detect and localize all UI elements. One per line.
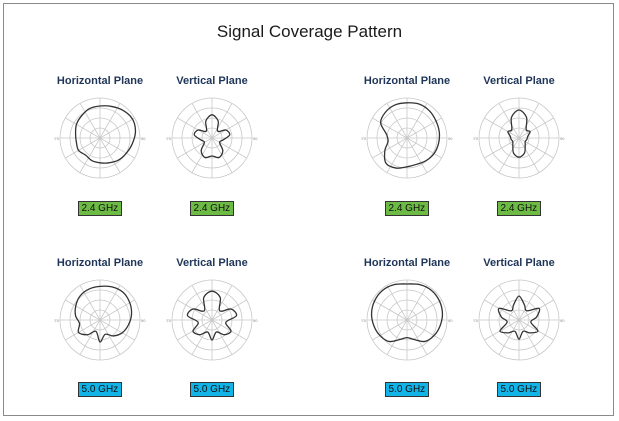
plane-label: Horizontal Plane <box>363 75 451 87</box>
polar-plot: 270 90 <box>473 279 565 361</box>
plane-label: Vertical Plane <box>176 257 248 269</box>
polar-grid <box>171 279 253 361</box>
tick-label-right: 90 <box>141 318 146 323</box>
radiation-pattern-curve <box>380 102 441 169</box>
polar-plot: 270 90 <box>54 279 146 361</box>
tick-label-right: 90 <box>560 136 565 141</box>
tick-label-right: 90 <box>141 136 146 141</box>
tick-label-right: 90 <box>448 136 453 141</box>
plane-label: Vertical Plane <box>483 75 555 87</box>
plane-label: Vertical Plane <box>483 257 555 269</box>
polar-grid <box>478 97 560 179</box>
page-title: Signal Coverage Pattern <box>216 22 403 41</box>
tick-label-left: 270 <box>473 136 479 141</box>
radiation-pattern-curve <box>370 283 444 343</box>
band-badge: 5.0 GHz <box>496 382 542 397</box>
radiation-pattern-curve <box>74 285 133 343</box>
band-badge: 5.0 GHz <box>77 382 123 397</box>
polar-plot: 270 90 <box>473 97 565 179</box>
radiation-pattern-curve <box>193 114 231 159</box>
plane-label: Horizontal Plane <box>56 75 144 87</box>
polar-plot: 270 90 <box>361 279 453 361</box>
tick-label-right: 90 <box>253 318 258 323</box>
polar-grid <box>59 279 141 361</box>
tick-label-left: 270 <box>166 136 172 141</box>
band-badge: 2.4 GHz <box>384 201 430 216</box>
plane-label: Vertical Plane <box>176 75 248 87</box>
tick-label-left: 270 <box>361 136 367 141</box>
polar-plot: 270 90 <box>361 97 453 179</box>
polar-plot: 270 90 <box>166 97 258 179</box>
polar-grid <box>59 97 141 179</box>
tick-label-left: 270 <box>54 136 60 141</box>
plane-label: Horizontal Plane <box>363 257 451 269</box>
radiation-pattern-curve <box>507 109 531 158</box>
radiation-pattern-curve <box>74 105 137 164</box>
polar-grid <box>366 97 448 179</box>
polar-plot: 270 90 <box>166 279 258 361</box>
band-badge: 5.0 GHz <box>384 382 430 397</box>
polar-plot: 270 90 <box>54 97 146 179</box>
polar-grid <box>171 97 253 179</box>
tick-label-right: 90 <box>560 318 565 323</box>
plane-label: Horizontal Plane <box>56 257 144 269</box>
polar-grid <box>478 279 560 361</box>
tick-label-right: 90 <box>448 318 453 323</box>
tick-label-right: 90 <box>253 136 258 141</box>
radiation-pattern-curve <box>186 290 238 341</box>
band-badge: 2.4 GHz <box>77 201 123 216</box>
band-badge: 5.0 GHz <box>189 382 235 397</box>
tick-label-left: 270 <box>54 318 60 323</box>
band-badge: 2.4 GHz <box>189 201 235 216</box>
tick-label-left: 270 <box>361 318 367 323</box>
tick-label-left: 270 <box>166 318 172 323</box>
band-badge: 2.4 GHz <box>496 201 542 216</box>
radiation-pattern-curve <box>497 295 541 340</box>
tick-label-left: 270 <box>473 318 479 323</box>
polar-grid <box>366 279 448 361</box>
